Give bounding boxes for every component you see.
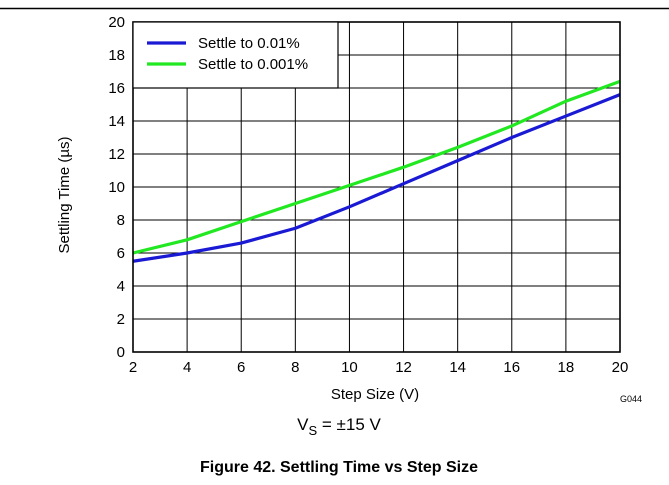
legend: Settle to 0.01% Settle to 0.001% bbox=[132, 21, 339, 89]
condition-rest: = ±15 V bbox=[317, 415, 381, 434]
y-tick-label: 12 bbox=[108, 146, 125, 163]
x-tick-label: 10 bbox=[341, 359, 358, 376]
condition-subscript: S bbox=[308, 423, 317, 438]
y-tick-label: 14 bbox=[108, 113, 125, 130]
series-line-1 bbox=[132, 93, 621, 263]
x-tick-label: 20 bbox=[612, 359, 629, 376]
y-tick-labels: 0 2 4 6 8 10 12 14 16 18 20 bbox=[108, 14, 125, 361]
y-tick-label: 6 bbox=[117, 245, 125, 262]
legend-label-1: Settle to 0.01% bbox=[198, 35, 300, 52]
condition-label: VS = ±15 V bbox=[297, 415, 381, 438]
x-tick-label: 6 bbox=[237, 359, 245, 376]
x-tick-label: 14 bbox=[449, 359, 466, 376]
series-line-2 bbox=[132, 79, 621, 255]
legend-box bbox=[132, 21, 339, 89]
figure-code: G044 bbox=[620, 394, 642, 404]
plot-border bbox=[132, 21, 621, 353]
figure-caption: Figure 42. Settling Time vs Step Size bbox=[200, 459, 478, 476]
y-axis-label: Settling Time (µs) bbox=[56, 136, 73, 253]
series-lines bbox=[132, 79, 621, 263]
y-tick-label: 2 bbox=[117, 311, 125, 328]
x-tick-label: 18 bbox=[558, 359, 575, 376]
y-tick-label: 0 bbox=[117, 344, 125, 361]
x-tick-label: 12 bbox=[395, 359, 412, 376]
x-tick-label: 16 bbox=[503, 359, 520, 376]
x-axis-label: Step Size (V) bbox=[331, 386, 419, 403]
plot-frame bbox=[132, 21, 621, 353]
y-tick-label: 20 bbox=[108, 14, 125, 31]
y-tick-label: 18 bbox=[108, 47, 125, 64]
y-tick-label: 16 bbox=[108, 80, 125, 97]
y-tick-label: 8 bbox=[117, 212, 125, 229]
y-tick-label: 4 bbox=[117, 278, 125, 295]
y-tick-label: 10 bbox=[108, 179, 125, 196]
x-tick-label: 4 bbox=[183, 359, 191, 376]
x-tick-label: 8 bbox=[291, 359, 299, 376]
condition-main: V bbox=[297, 415, 309, 434]
legend-label-2: Settle to 0.001% bbox=[198, 56, 308, 73]
x-tick-labels: 2 4 6 8 10 12 14 16 18 20 bbox=[129, 359, 629, 376]
x-tick-label: 2 bbox=[129, 359, 137, 376]
